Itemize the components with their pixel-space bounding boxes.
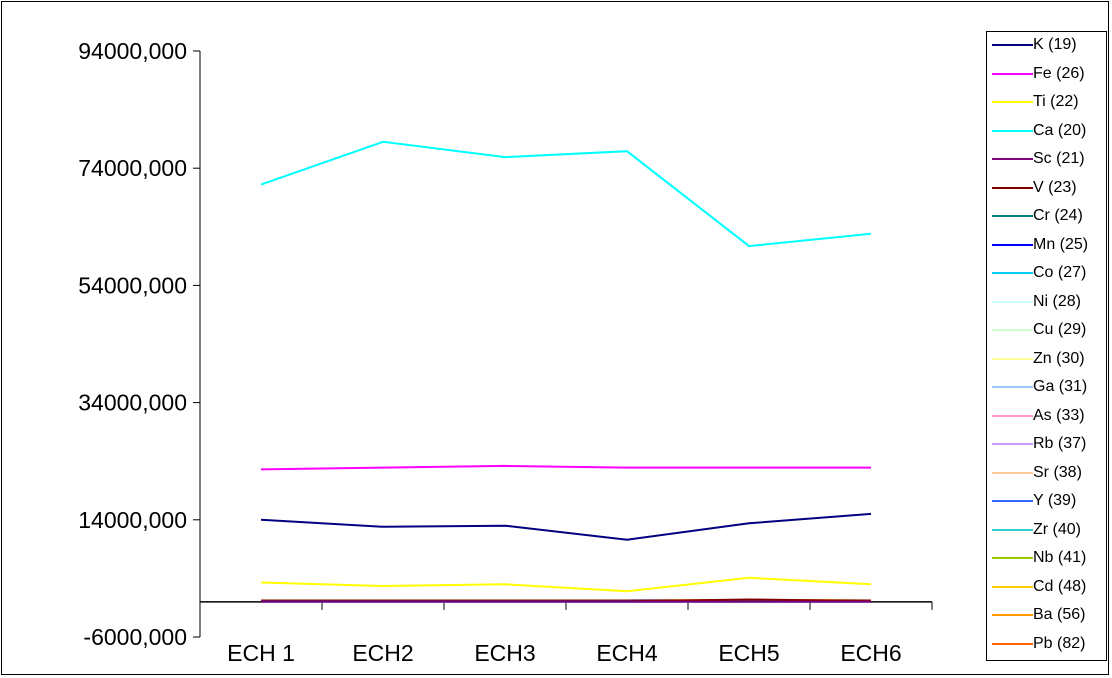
legend-label: Sr (38) bbox=[1033, 463, 1082, 481]
legend-label: K (19) bbox=[1033, 36, 1077, 53]
legend-swatch bbox=[992, 443, 1033, 445]
legend-swatch bbox=[992, 414, 1033, 417]
legend-item: Nb (41) bbox=[987, 546, 1106, 570]
x-tick-label: ECH6 bbox=[840, 640, 901, 666]
x-tick-label: ECH 1 bbox=[227, 640, 295, 666]
legend-swatch bbox=[992, 158, 1033, 160]
x-tick-label: ECH5 bbox=[718, 640, 779, 666]
legend-swatch bbox=[992, 357, 1033, 360]
legend-swatch bbox=[992, 528, 1033, 531]
x-tick-label: ECH4 bbox=[596, 640, 658, 666]
legend-item: Zr (40) bbox=[987, 518, 1106, 542]
legend-swatch bbox=[992, 585, 1033, 588]
legend-item: Ga (31) bbox=[987, 375, 1106, 399]
legend-swatch bbox=[992, 186, 1033, 189]
y-tick-label: 94000,000 bbox=[78, 38, 187, 64]
legend-swatch bbox=[992, 614, 1033, 616]
legend-label: Pb (82) bbox=[1033, 634, 1086, 652]
legend-item: Ti (22) bbox=[987, 90, 1106, 114]
legend-item: Y (39) bbox=[987, 489, 1106, 513]
legend-label: Cr (24) bbox=[1033, 207, 1083, 224]
legend-label: Ga (31) bbox=[1033, 378, 1088, 395]
y-tick-label: 34000,000 bbox=[78, 390, 187, 416]
chart-legend: K (19) Fe (26) Ti (22) Ca (20) Sc (21) V (23)… bbox=[986, 31, 1107, 661]
legend-swatch bbox=[992, 471, 1033, 474]
legend-swatch bbox=[992, 557, 1033, 559]
legend-item: Cd (48) bbox=[987, 575, 1106, 599]
y-tick-label: 14000,000 bbox=[78, 507, 187, 533]
legend-swatch bbox=[992, 44, 1033, 46]
legend-label: Cu (29) bbox=[1033, 321, 1087, 338]
x-tick-label: ECH3 bbox=[474, 640, 535, 666]
series-line bbox=[260, 512, 872, 541]
legend-item: Co (27) bbox=[987, 261, 1106, 285]
legend-label: Ni (28) bbox=[1033, 292, 1082, 310]
legend-label: Fe (26) bbox=[1033, 64, 1085, 82]
legend-label: Ba (56) bbox=[1033, 606, 1086, 623]
legend-swatch bbox=[992, 329, 1033, 331]
legend-label: Rb (37) bbox=[1033, 435, 1087, 452]
legend-item: Ni (28) bbox=[987, 290, 1106, 314]
legend-label: Sc (21) bbox=[1033, 150, 1085, 167]
series-line bbox=[260, 140, 872, 248]
legend-item: As (33) bbox=[987, 404, 1106, 428]
legend-item: Pb (82) bbox=[987, 632, 1106, 656]
line-chart: -6000,000 14000,000 34000,000 54000,000 7400… bbox=[78, 38, 933, 666]
series-line bbox=[260, 464, 871, 471]
legend-label: Y (39) bbox=[1033, 492, 1077, 509]
legend-item: Mn (25) bbox=[987, 233, 1106, 257]
legend-swatch bbox=[992, 500, 1033, 502]
legend-swatch bbox=[992, 386, 1033, 388]
legend-item: K (19) bbox=[987, 33, 1106, 57]
legend-swatch bbox=[992, 300, 1033, 303]
legend-label: Co (27) bbox=[1033, 264, 1087, 281]
legend-label: V (23) bbox=[1033, 178, 1077, 196]
legend-item: Fe (26) bbox=[987, 62, 1106, 86]
legend-label: Zn (30) bbox=[1033, 349, 1085, 367]
legend-swatch bbox=[992, 642, 1033, 645]
legend-label: Cd (48) bbox=[1033, 577, 1087, 595]
legend-item: V (23) bbox=[987, 176, 1106, 200]
legend-item: Ba (56) bbox=[987, 603, 1106, 627]
legend-swatch bbox=[992, 243, 1033, 246]
legend-label: Mn (25) bbox=[1033, 235, 1089, 253]
legend-swatch bbox=[992, 72, 1033, 75]
y-tick-label: -6000,000 bbox=[83, 624, 187, 650]
legend-swatch bbox=[992, 129, 1033, 132]
legend-item: Sc (21) bbox=[987, 147, 1106, 171]
y-tick-label: 74000,000 bbox=[78, 155, 187, 181]
legend-swatch bbox=[992, 101, 1033, 103]
y-tick-label: 54000,000 bbox=[78, 272, 187, 298]
legend-item: Sr (38) bbox=[987, 461, 1106, 485]
legend-label: Ti (22) bbox=[1033, 93, 1079, 110]
legend-label: Zr (40) bbox=[1033, 520, 1081, 538]
legend-swatch bbox=[992, 272, 1033, 274]
legend-label: As (33) bbox=[1033, 406, 1085, 424]
legend-label: Nb (41) bbox=[1033, 549, 1087, 566]
legend-item: Cr (24) bbox=[987, 204, 1106, 228]
series-line bbox=[260, 576, 872, 593]
legend-item: Rb (37) bbox=[987, 432, 1106, 456]
legend-item: Zn (30) bbox=[987, 347, 1106, 371]
legend-swatch bbox=[992, 215, 1033, 217]
legend-label: Ca (20) bbox=[1033, 121, 1087, 139]
legend-item: Cu (29) bbox=[987, 318, 1106, 342]
legend-item: Ca (20) bbox=[987, 119, 1106, 143]
x-tick-label: ECH2 bbox=[352, 640, 413, 666]
